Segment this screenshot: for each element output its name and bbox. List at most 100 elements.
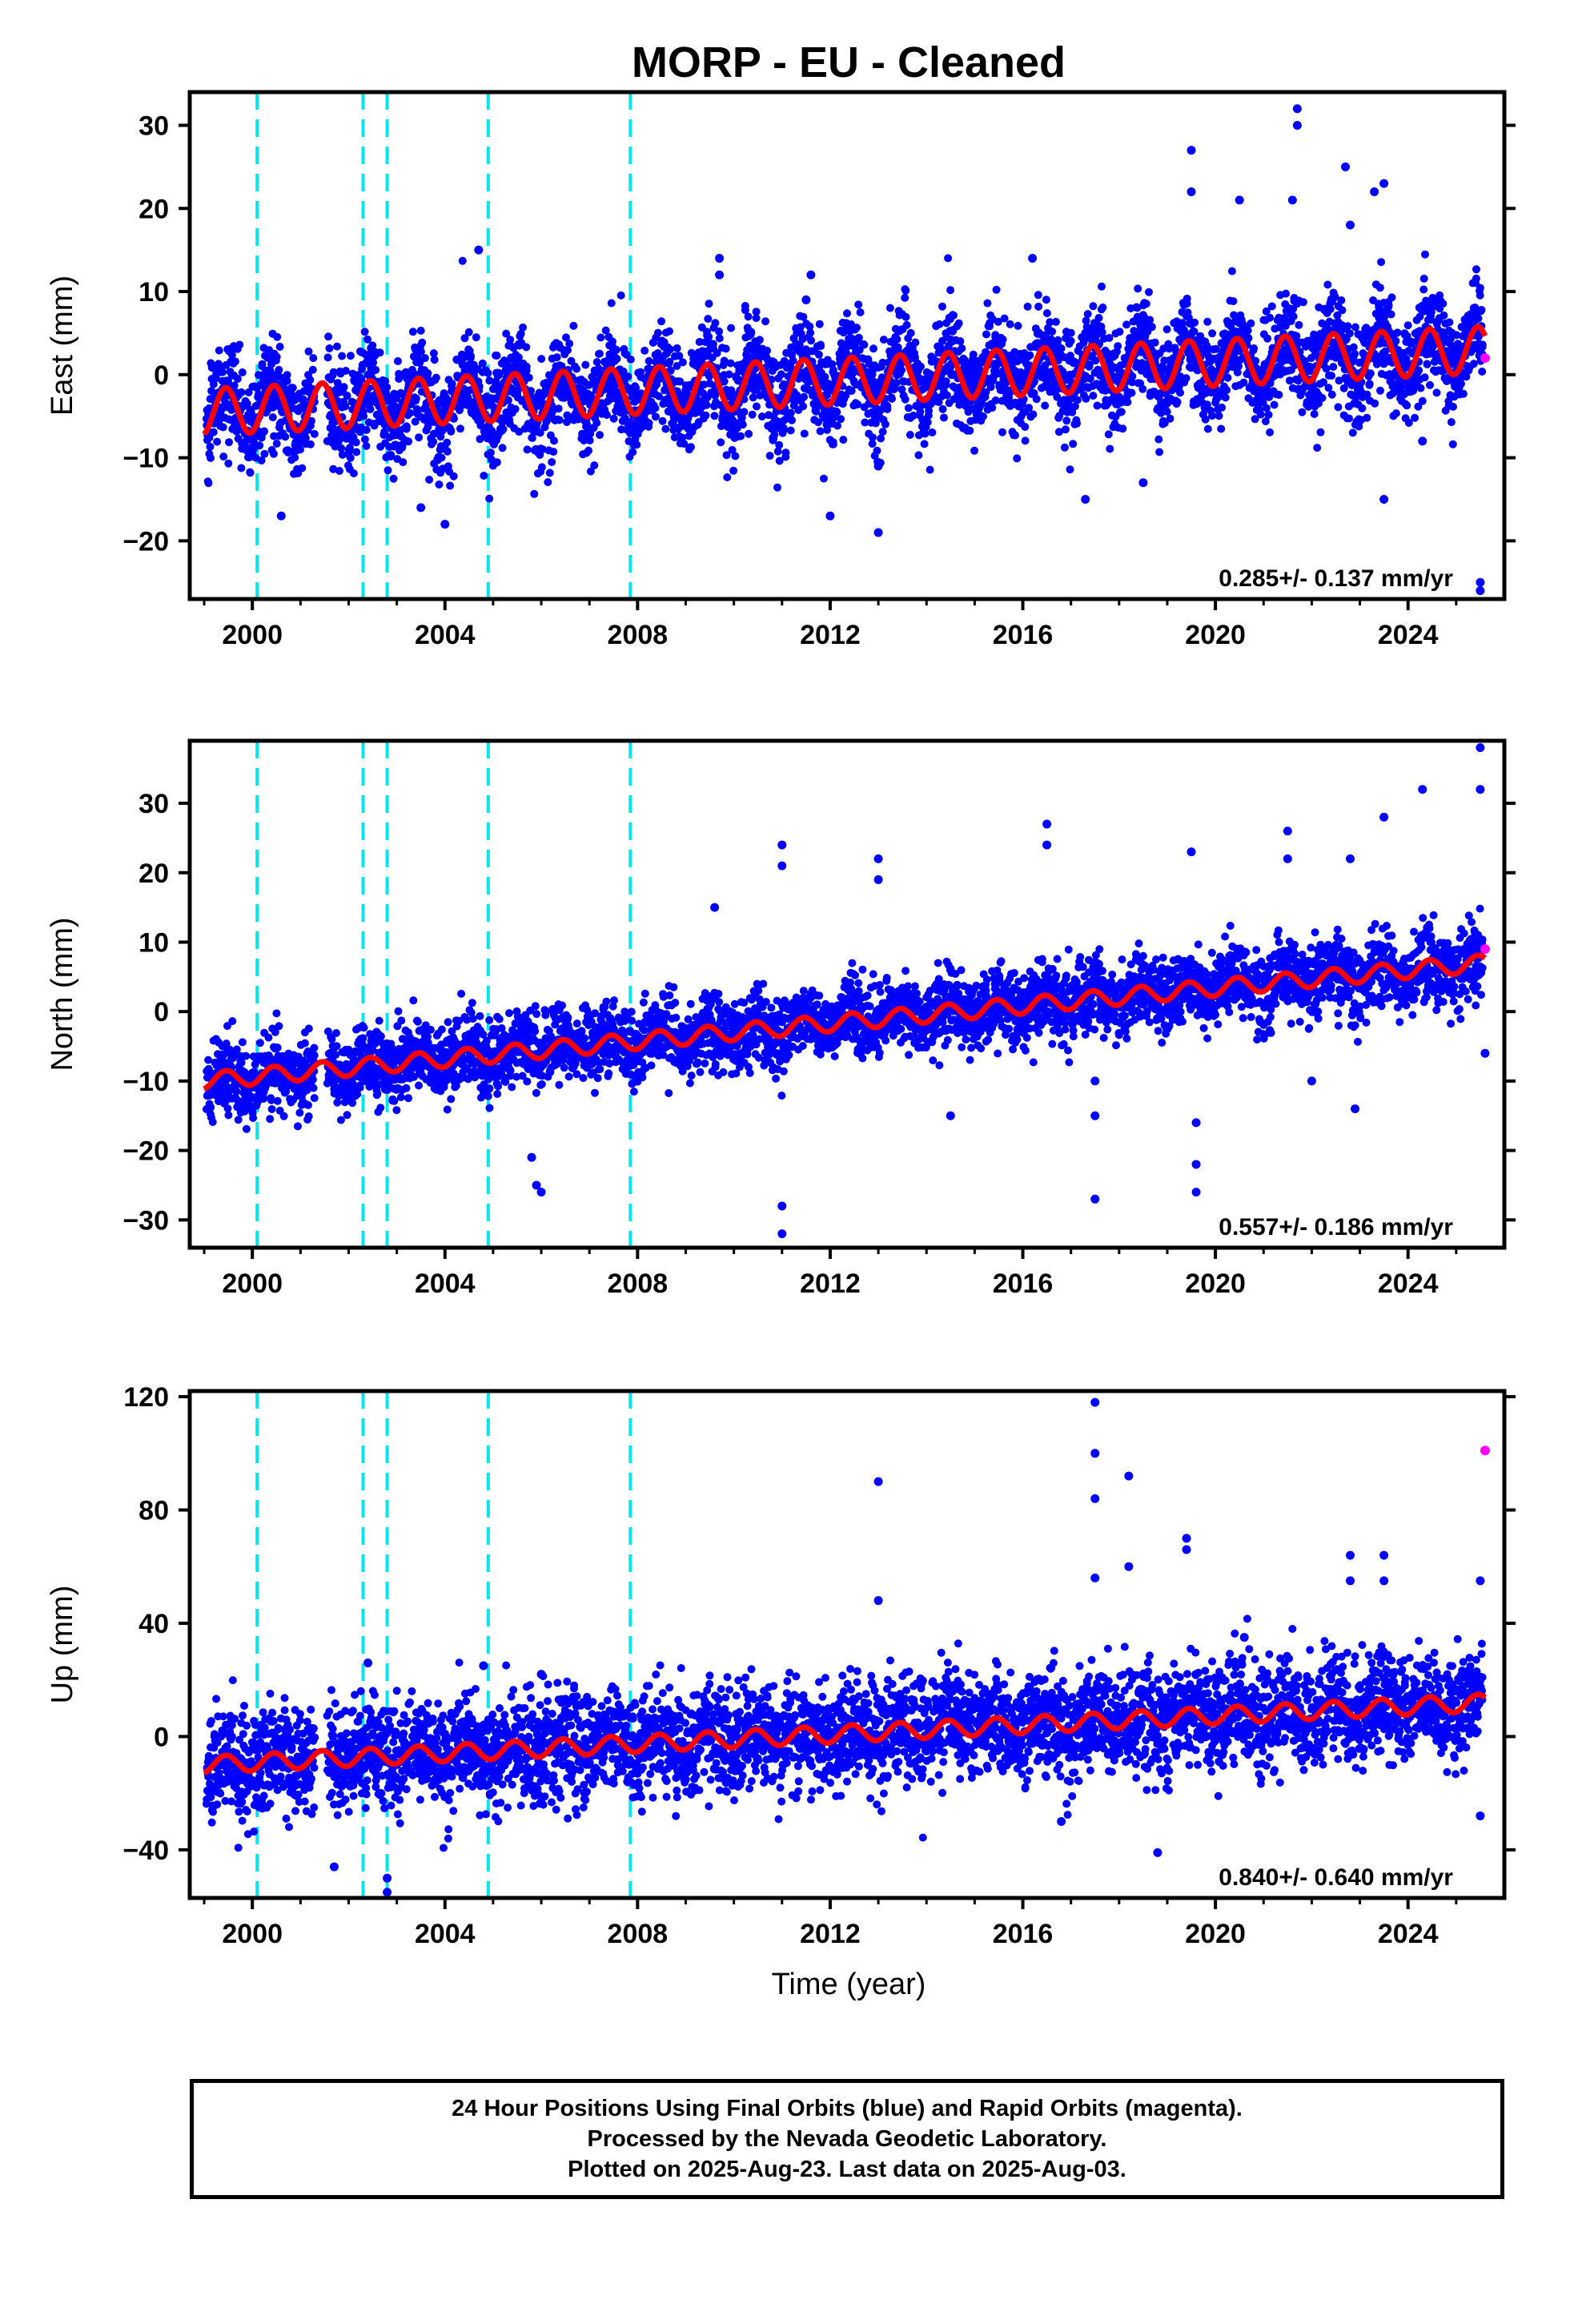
- up-outlier-point: [1346, 1550, 1355, 1560]
- north-y-tick-label: −20: [122, 1136, 169, 1167]
- east-y-ticks: −20 −10 0 10 20 30: [122, 111, 1516, 557]
- north-model-curve: [203, 952, 1488, 1092]
- north-outlier-point: [873, 875, 883, 884]
- north-outlier-point: [1191, 1160, 1201, 1169]
- north-x-tick-label: 2000: [222, 1269, 283, 1299]
- east-y-tick-label: 0: [154, 360, 169, 391]
- up-x-tick-label: 2012: [800, 1919, 861, 1949]
- north-outlier-point: [1191, 1118, 1201, 1128]
- east-x-tick-label: 2004: [415, 620, 476, 650]
- up-y-tick-label: 40: [139, 1609, 169, 1639]
- footer-note: 24 Hour Positions Using Final Orbits (bl…: [190, 2079, 1504, 2199]
- east-outlier-point: [1292, 121, 1302, 131]
- east-outlier-point: [801, 295, 811, 304]
- east-y-tick-label: 20: [139, 194, 169, 224]
- east-outlier-point: [1379, 179, 1389, 188]
- up-outlier-point: [873, 1477, 883, 1486]
- east-y-tick-label: −20: [122, 526, 169, 557]
- east-outlier-point: [1476, 577, 1485, 587]
- up-outlier-point: [873, 1596, 883, 1606]
- north-x-tick-label: 2024: [1378, 1269, 1439, 1299]
- up-outlier-point: [383, 1873, 392, 1883]
- footer-line-2: Processed by the Nevada Geodetic Laborat…: [587, 2126, 1107, 2152]
- east-axes-frame: [187, 90, 1507, 601]
- up-outlier-point: [479, 1661, 488, 1671]
- up-outlier-point: [1124, 1471, 1134, 1481]
- north-y-tick-label: 20: [139, 858, 169, 889]
- north-x-tick-label: 2008: [608, 1269, 669, 1299]
- north-outlier-point: [532, 1180, 541, 1190]
- north-outlier-point: [777, 861, 787, 870]
- north-outlier-point: [1090, 1111, 1100, 1120]
- east-model-curve: [202, 324, 1488, 436]
- up-x-tick-label: 2020: [1185, 1919, 1246, 1949]
- north-outlier-point: [1090, 1194, 1100, 1204]
- east-outlier-point: [1370, 187, 1379, 197]
- north-outlier-point: [873, 854, 883, 863]
- east-outlier-point: [1418, 436, 1427, 446]
- up-y-tick-label: 80: [139, 1496, 169, 1526]
- east-x-tick-label: 2016: [993, 620, 1054, 650]
- east-outlier-point: [1287, 195, 1297, 205]
- east-outlier-point: [1341, 162, 1351, 171]
- north-outlier-point: [777, 1229, 787, 1239]
- east-outlier-point: [825, 511, 835, 521]
- north-x-tick-label: 2004: [415, 1269, 476, 1299]
- north-panel: −30 −20 −10 0 10 20 30 2000 2004 2008 2012 2016 202…: [46, 738, 1516, 1299]
- east-outlier-point: [873, 528, 883, 537]
- north-outlier-point: [1191, 1188, 1201, 1197]
- up-y-ticks: −40 0 40 80 120: [122, 1382, 1516, 1866]
- north-outlier-point: [536, 1188, 546, 1197]
- east-x-tick-label: 2020: [1185, 620, 1246, 650]
- north-y-tick-label: 10: [139, 927, 169, 958]
- east-rapid-point: [1480, 353, 1490, 364]
- north-outlier-point: [1307, 1076, 1316, 1086]
- east-outlier-point: [1379, 494, 1389, 504]
- east-outlier-point: [1476, 586, 1485, 596]
- north-outlier-point: [1480, 1048, 1490, 1058]
- east-outlier-point: [715, 254, 725, 263]
- north-outlier-point: [946, 1111, 955, 1120]
- up-outlier-point: [1379, 1550, 1389, 1560]
- up-model-curve: [203, 1691, 1488, 1776]
- up-outlier-point: [1476, 1811, 1485, 1820]
- east-daily-positions: [202, 250, 1487, 503]
- up-y-tick-label: 0: [154, 1722, 169, 1752]
- up-outlier-point: [1090, 1397, 1100, 1407]
- up-x-tick-label: 2016: [993, 1919, 1054, 1949]
- east-y-tick-label: −10: [122, 444, 169, 474]
- east-outlier-point: [416, 503, 426, 513]
- up-panel: −40 0 40 80 120 2000 2004 2008 2012 2016 2020 2024…: [46, 1382, 1516, 1949]
- north-outlier-point: [777, 1201, 787, 1211]
- up-outlier-point: [536, 1670, 546, 1679]
- north-y-tick-label: −30: [122, 1205, 169, 1236]
- north-rapid-point: [1480, 944, 1490, 955]
- north-y-tick-label: 30: [139, 789, 169, 819]
- up-y-tick-label: 120: [123, 1382, 169, 1413]
- up-outlier-point: [383, 1888, 392, 1897]
- north-break-lines: [255, 741, 632, 1248]
- east-outlier-point: [873, 461, 883, 471]
- east-y-tick-label: 10: [139, 277, 169, 308]
- east-y-tick-label: 30: [139, 111, 169, 142]
- east-outlier-point: [1186, 187, 1196, 197]
- east-outlier-point: [1346, 220, 1355, 230]
- north-outliers: [527, 743, 1490, 1239]
- north-outlier-point: [1346, 854, 1355, 863]
- up-x-tick-label: 2008: [608, 1919, 669, 1949]
- east-outlier-point: [1138, 478, 1148, 488]
- east-outlier-point: [1186, 146, 1196, 155]
- up-outlier-point: [1182, 1545, 1191, 1554]
- chart-title: MORP - EU - Cleaned: [632, 38, 1066, 86]
- north-y-tick-label: 0: [154, 997, 169, 1027]
- up-rapid-points: [1480, 1445, 1490, 1456]
- north-rate-label: 0.557+/- 0.186 mm/yr: [1219, 1214, 1453, 1240]
- up-outlier-point: [1090, 1494, 1100, 1503]
- east-outlier-point: [474, 245, 484, 255]
- up-outlier-point: [1476, 1576, 1485, 1586]
- north-outlier-point: [1042, 819, 1052, 829]
- up-y-axis-label: Up (mm): [46, 1586, 79, 1704]
- north-outlier-point: [1476, 743, 1485, 753]
- up-y-tick-label: −40: [122, 1835, 169, 1866]
